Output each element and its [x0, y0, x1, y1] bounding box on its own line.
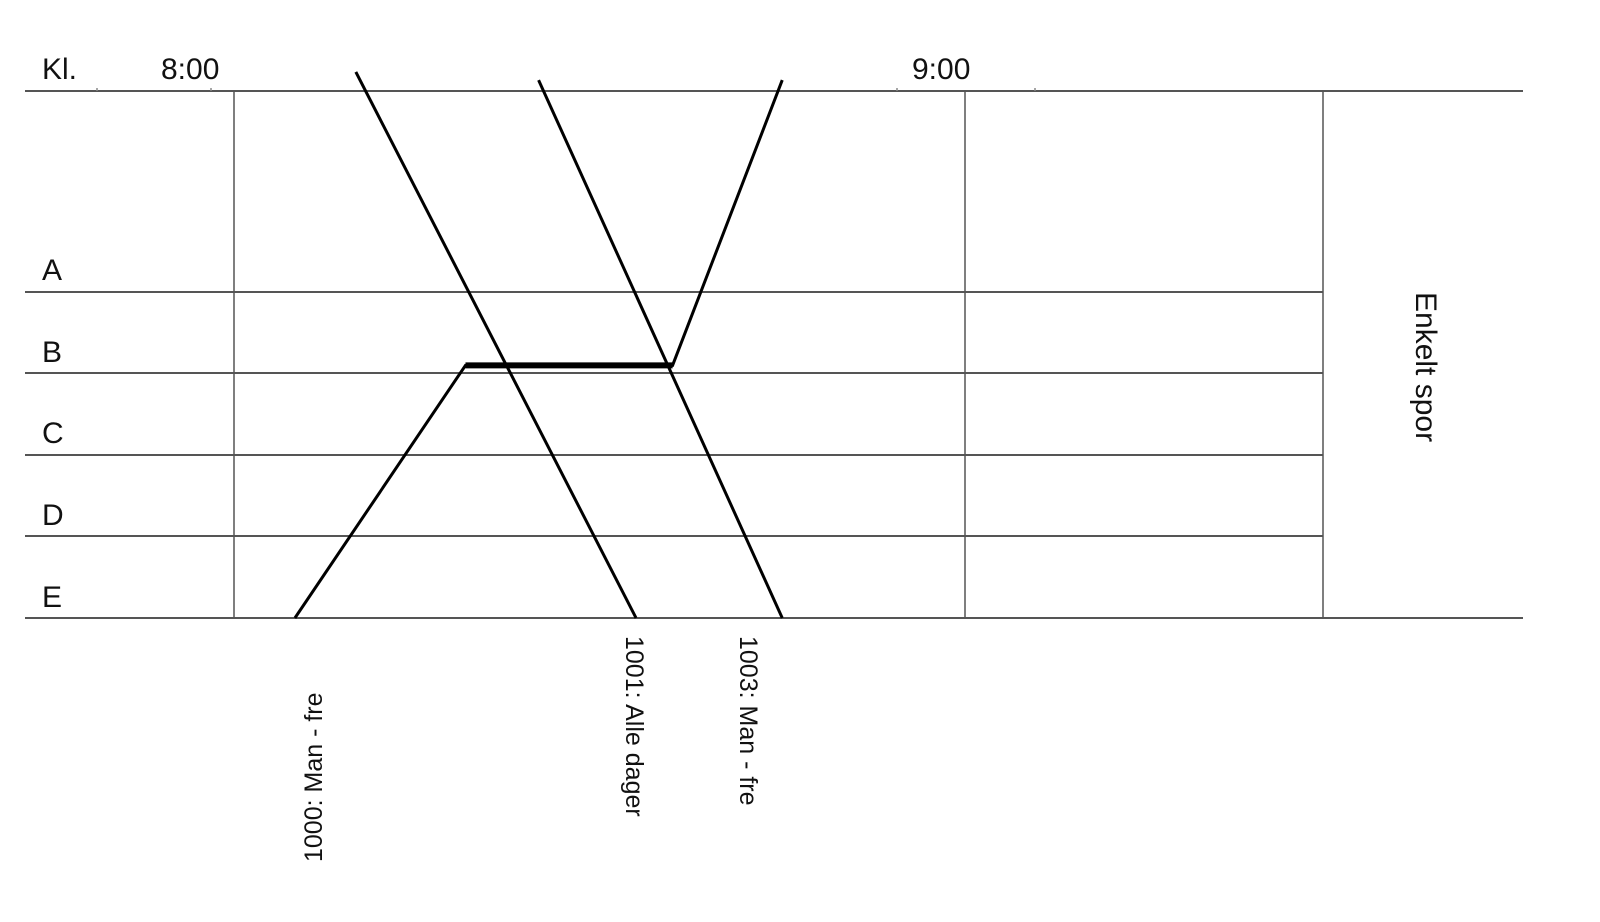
train-path-1003 — [537, 79, 784, 619]
station-label-d: D — [42, 499, 64, 532]
train-path-1001 — [354, 71, 638, 619]
train-label-1003: 1003: Man - fre — [734, 636, 762, 806]
station-label-b: B — [42, 336, 63, 369]
train-path-1000 — [293, 79, 784, 619]
station-label-a: A — [42, 254, 63, 287]
train-label-1001: 1001: Alle dager — [620, 636, 648, 817]
single-track-label: Enkelt spor — [1409, 292, 1442, 443]
station-label-c: C — [42, 417, 64, 450]
time-axis-label: Kl. — [42, 53, 78, 86]
tick-label-9-00: 9:00 — [912, 53, 971, 86]
station-label-e: E — [42, 581, 63, 614]
tick-label-8-00: 8:00 — [161, 53, 220, 86]
train-label-1000: 1000: Man - fre — [300, 692, 328, 862]
